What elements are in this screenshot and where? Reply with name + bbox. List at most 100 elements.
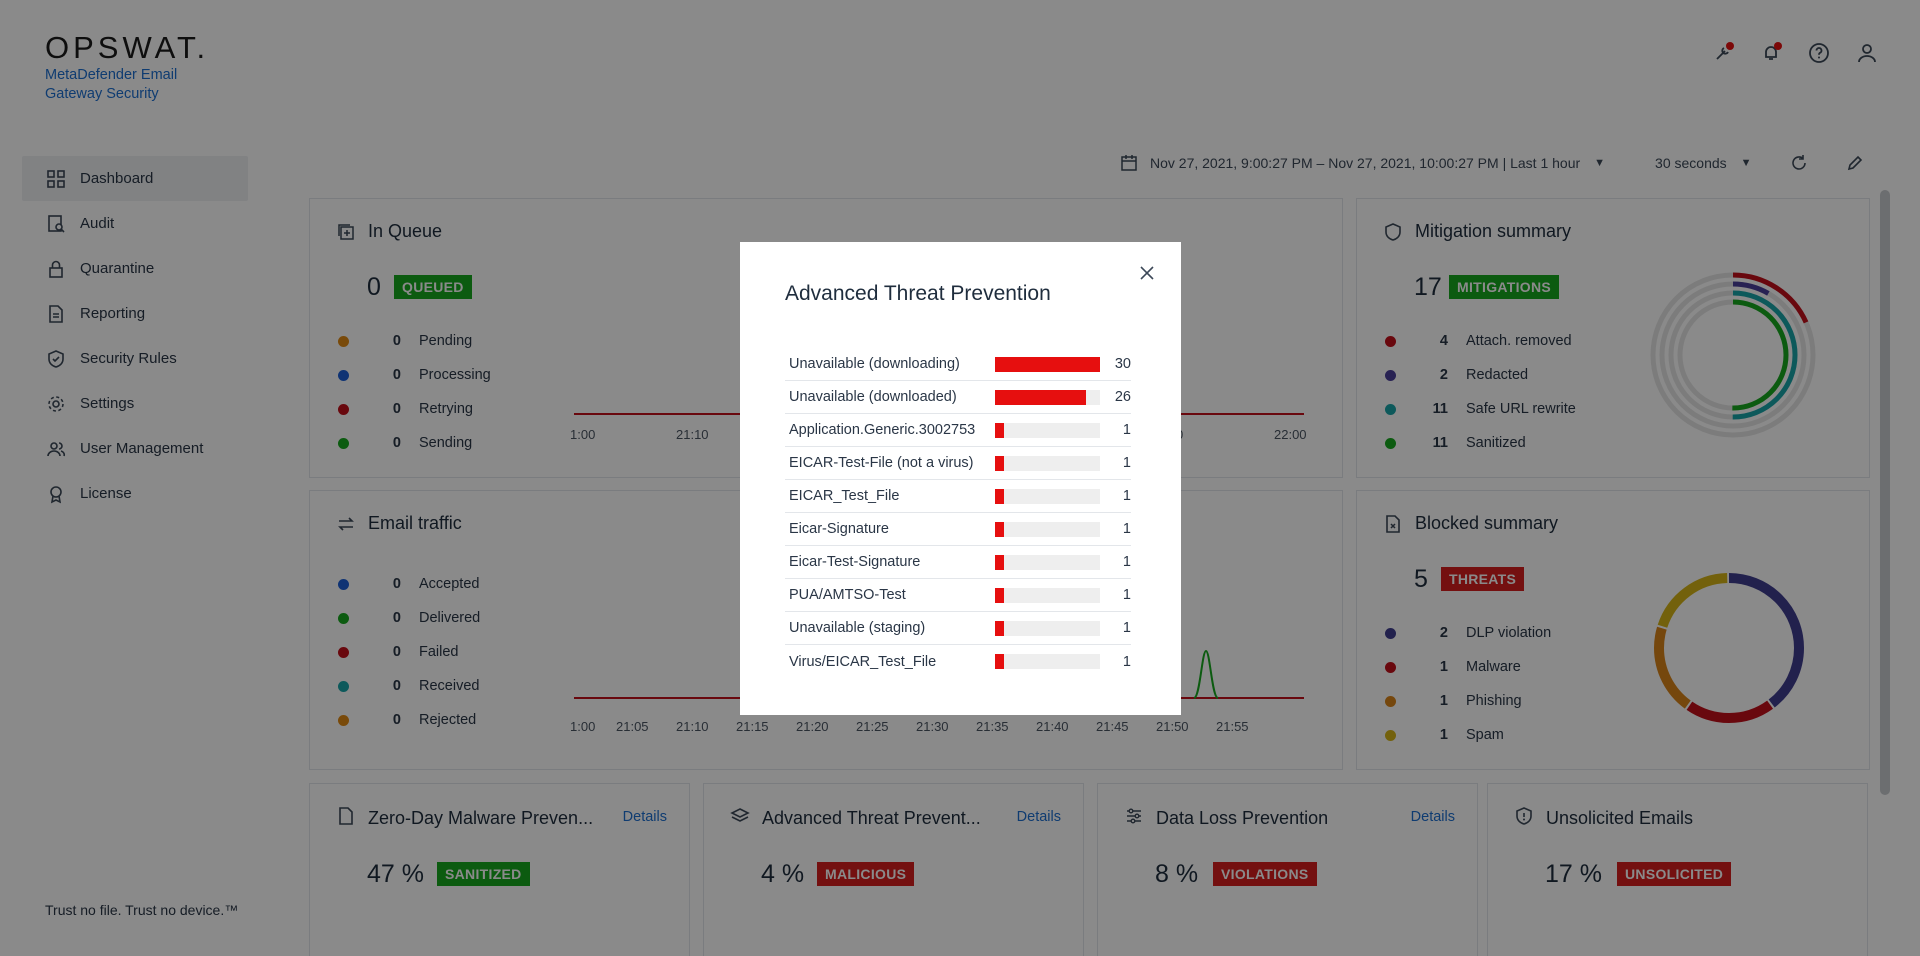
legend-row: 4 Attach. removed xyxy=(1385,324,1576,358)
legend-dot xyxy=(338,403,349,415)
threats-badge: THREATS xyxy=(1441,567,1525,591)
swap-icon xyxy=(338,516,354,531)
shield-icon xyxy=(1514,806,1534,831)
legend-dot xyxy=(338,437,349,449)
legend-label: Retrying xyxy=(419,401,473,417)
safe-url-rewrite-arc xyxy=(1668,290,1798,420)
summary-card: Zero-Day Malware Preven... Details 47 % SAN… xyxy=(309,783,690,956)
threat-name: Eicar-Signature xyxy=(789,521,889,537)
sidebar-item-label: Audit xyxy=(80,215,115,232)
atp-modal: Advanced Threat Prevention Unavailable (… xyxy=(740,242,1181,715)
sanitized-arc xyxy=(1677,299,1789,411)
blocked-title: Blocked summary xyxy=(1415,513,1559,533)
donut-slice-dlp-violation xyxy=(1654,573,1804,723)
details-link[interactable]: Details xyxy=(1016,809,1061,825)
legend-label: Received xyxy=(419,678,480,694)
grid-icon xyxy=(47,169,65,188)
card-percent: 8 % xyxy=(1155,860,1199,888)
legend-row: 0 Rejected xyxy=(338,703,480,737)
card-badge: VIOLATIONS xyxy=(1213,862,1317,886)
card-title: Advanced Threat Prevent... xyxy=(762,808,981,828)
sidebar-item-audit[interactable]: Audit xyxy=(22,201,248,246)
x-tick: 21:35 xyxy=(976,719,1009,734)
threat-list: Unavailable (downloading) 30 Unavailable (… xyxy=(785,348,1131,678)
sidebar-item-dashboard[interactable]: Dashboard xyxy=(22,156,248,201)
sidebar-item-user-management[interactable]: User Management xyxy=(22,426,248,471)
modal-title: Advanced Threat Prevention xyxy=(785,282,1051,305)
date-range-selector[interactable]: Nov 27, 2021, 9:00:27 PM – Nov 27, 2021,… xyxy=(1150,155,1581,171)
legend-dot xyxy=(338,612,349,624)
sidebar-item-license[interactable]: License xyxy=(22,471,248,516)
threat-bar-track xyxy=(995,488,1100,504)
sidebar-item-label: User Management xyxy=(80,440,204,457)
help-icon[interactable] xyxy=(1806,40,1832,66)
sidebar-item-label: License xyxy=(80,485,132,502)
notification-dot xyxy=(1774,42,1782,50)
panel-title: Advanced Threat Prevent... xyxy=(730,806,981,831)
legend-label: Sending xyxy=(419,435,473,451)
sidebar-item-security-rules[interactable]: Security Rules xyxy=(22,336,248,381)
chevron-down-icon[interactable]: ▼ xyxy=(1740,157,1752,169)
bell-icon[interactable] xyxy=(1758,40,1784,66)
refresh-icon[interactable] xyxy=(1790,154,1808,172)
card-badge: SANITIZED xyxy=(437,862,530,886)
legend-row: 0 Processing xyxy=(338,358,491,392)
x-tick: 21:40 xyxy=(1036,719,1069,734)
legend-dot xyxy=(1385,627,1396,639)
panel-title: Unsolicited Emails xyxy=(1514,806,1693,831)
summary-card: Advanced Threat Prevent... Details 4 % MALI… xyxy=(703,783,1084,956)
wrench-icon[interactable] xyxy=(1710,40,1736,66)
threat-name: EICAR_Test_File xyxy=(789,488,900,504)
edit-icon[interactable] xyxy=(1846,154,1864,172)
threat-row: EICAR-Test-File (not a virus) 1 xyxy=(785,447,1131,480)
calendar-icon xyxy=(1121,155,1137,171)
x-tick: 21:25 xyxy=(856,719,889,734)
close-icon[interactable] xyxy=(1136,262,1158,284)
legend-value: 4 xyxy=(1439,333,1448,349)
details-link[interactable]: Details xyxy=(622,809,667,825)
in-queue-title: In Queue xyxy=(368,221,443,241)
summary-card: Data Loss Prevention Details 8 % VIOLATIONS xyxy=(1097,783,1478,956)
delivered-series-line xyxy=(1193,649,1219,699)
legend-value: 0 xyxy=(392,367,401,383)
legend-dot xyxy=(338,646,349,658)
legend-row: 11 Safe URL rewrite xyxy=(1385,392,1576,426)
legend-value: 2 xyxy=(1439,367,1448,383)
sidebar-item-settings[interactable]: Settings xyxy=(22,381,248,426)
legend-value: 0 xyxy=(392,333,401,349)
threat-name: Unavailable (downloading) xyxy=(789,356,960,372)
legend-label: Safe URL rewrite xyxy=(1466,401,1576,417)
card-percent: 4 % xyxy=(761,860,805,888)
refresh-interval-select[interactable]: 30 seconds xyxy=(1655,155,1727,171)
threat-count: 1 xyxy=(1122,620,1131,636)
user-icon[interactable] xyxy=(1854,40,1880,66)
badge-icon xyxy=(50,485,62,503)
threat-name: Unavailable (staging) xyxy=(789,620,926,636)
x-tick: 21:10 xyxy=(676,719,709,734)
card-title: Unsolicited Emails xyxy=(1546,808,1694,828)
shield-check-icon xyxy=(48,349,64,368)
threat-bar-track xyxy=(995,455,1100,471)
chevron-down-icon[interactable]: ▼ xyxy=(1594,157,1606,169)
legend-row: 0 Failed xyxy=(338,635,480,669)
page-scrollbar[interactable] xyxy=(1880,190,1890,795)
x-tick: 21:30 xyxy=(916,719,949,734)
legend-label: Accepted xyxy=(419,576,480,592)
threat-row: Application.Generic.3002753 1 xyxy=(785,414,1131,447)
donut-slice-malware xyxy=(1654,573,1804,723)
panel-title: Mitigation summary xyxy=(1383,221,1571,242)
threat-count: 1 xyxy=(1122,587,1131,603)
queue-count: 0 xyxy=(367,273,381,301)
threat-count: 1 xyxy=(1122,455,1131,471)
threat-name: Virus/EICAR_Test_File xyxy=(789,653,937,670)
sidebar-item-quarantine[interactable]: Quarantine xyxy=(22,246,248,291)
threat-bar-fill xyxy=(995,654,1005,669)
details-link[interactable]: Details xyxy=(1410,809,1455,825)
email-traffic-title: Email traffic xyxy=(368,513,462,533)
sidebar-item-reporting[interactable]: Reporting xyxy=(22,291,248,336)
threat-row: Eicar-Test-Signature 1 xyxy=(785,546,1131,579)
legend-value: 0 xyxy=(392,401,401,417)
legend-row: 1 Spam xyxy=(1385,718,1551,752)
blocked-count: 5 xyxy=(1414,565,1428,593)
gear-icon xyxy=(48,395,64,412)
